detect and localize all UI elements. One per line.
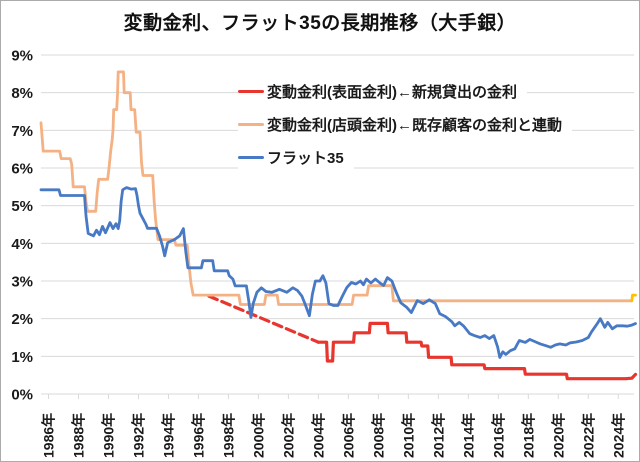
series-line-hendo-tento (39, 70, 634, 306)
x-axis-label: 2016年 (490, 413, 506, 458)
legend-label: 変動金利(店頭金利)←既存顧客の金利と連動 (267, 117, 562, 134)
y-axis-label: 1% (11, 349, 33, 366)
x-axis-label: 2012年 (430, 413, 446, 458)
x-axis-label: 2022年 (580, 413, 596, 458)
x-axis-label: 2014年 (460, 413, 476, 458)
x-axis-label: 2002年 (280, 413, 296, 458)
x-axis-label: 1988年 (70, 413, 86, 458)
y-axis-label: 5% (11, 198, 33, 215)
legend-label: 変動金利(表面金利)←新規貸出の金利 (267, 84, 517, 101)
x-axis-label: 2018年 (520, 413, 536, 458)
y-axis-label: 9% (11, 48, 33, 65)
x-axis-label: 2010年 (400, 413, 416, 458)
series-line-hendo-hyomen (207, 294, 320, 344)
y-axis-label: 4% (11, 236, 33, 253)
x-axis-label: 1994年 (160, 413, 176, 458)
x-axis-label: 1992年 (130, 413, 146, 458)
x-axis-label: 2006年 (340, 413, 356, 458)
chart-title: 変動金利、フラット35の長期推移（大手銀） (123, 13, 517, 34)
legend-label: フラット35 (267, 150, 344, 167)
y-axis-label: 7% (11, 123, 33, 140)
legend: 変動金利(表面金利)←新規貸出の金利 変動金利(店頭金利)←既存顧客の金利と連動… (238, 75, 572, 174)
x-axis-label: 1990年 (100, 413, 116, 458)
x-axis-label: 2008年 (370, 413, 386, 458)
x-axis-label: 2024年 (610, 413, 626, 458)
series-line-hendo-tento (630, 293, 637, 303)
legend-item-hendo-tento: 変動金利(店頭金利)←既存顧客の金利と連動 (238, 108, 572, 141)
legend-item-hendo-hyomen: 変動金利(表面金利)←新規貸出の金利 (238, 75, 527, 108)
legend-item-flat35: フラット35 (238, 141, 354, 174)
series-line-hendo-hyomen (316, 321, 638, 381)
x-axis-label: 1986年 (40, 413, 56, 458)
x-axis-label: 2020年 (550, 413, 566, 458)
y-axis-label: 6% (11, 161, 33, 178)
x-axis-label: 1998年 (220, 413, 236, 458)
y-axis-label: 2% (11, 311, 33, 328)
series-line-flat35 (39, 186, 637, 359)
blue-line-swatch-icon (238, 155, 264, 160)
x-axis-label: 2000年 (250, 413, 266, 458)
x-axis-label: 2004年 (310, 413, 326, 458)
orange-line-swatch-icon (238, 122, 264, 127)
x-axis-label: 1996年 (190, 413, 206, 458)
y-axis-label: 0% (11, 387, 33, 404)
red-line-swatch-icon (238, 89, 264, 94)
y-axis-label: 8% (11, 85, 33, 102)
y-axis-label: 3% (11, 274, 33, 291)
